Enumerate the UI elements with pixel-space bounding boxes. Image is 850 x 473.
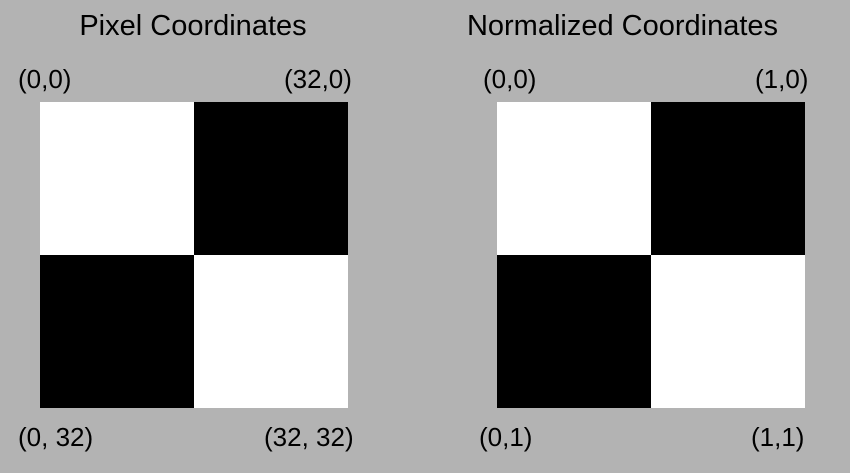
normalized-bottom-left-label: (0,1) bbox=[479, 422, 533, 452]
pixel-bottom-right-label: (32, 32) bbox=[264, 422, 354, 452]
checker-cell-top-right bbox=[651, 102, 805, 255]
checker-cell-top-left bbox=[497, 102, 651, 255]
checker-cell-bottom-left bbox=[40, 255, 194, 408]
normalized-top-right-label: (1,0) bbox=[755, 64, 809, 94]
checker-cell-top-left bbox=[40, 102, 194, 255]
checker-cell-top-right bbox=[194, 102, 348, 255]
pixel-top-right-label: (32,0) bbox=[284, 64, 352, 94]
pixel-checkerboard bbox=[40, 102, 348, 408]
pixel-top-left-label: (0,0) bbox=[18, 64, 72, 94]
pixel-panel-title: Pixel Coordinates bbox=[79, 10, 307, 42]
pixel-bottom-left-label: (0, 32) bbox=[18, 422, 94, 452]
normalized-bottom-right-label: (1,1) bbox=[751, 422, 805, 452]
pixel-coordinates-panel: Pixel Coordinates (0,0) (32,0) (0, 32) (… bbox=[18, 10, 354, 452]
normalized-checkerboard bbox=[497, 102, 805, 408]
normalized-top-left-label: (0,0) bbox=[483, 64, 537, 94]
checker-cell-bottom-left bbox=[497, 255, 651, 408]
normalized-coordinates-panel: Normalized Coordinates (0,0) (1,0) (0,1)… bbox=[425, 0, 850, 473]
normalized-panel-title: Normalized Coordinates bbox=[466, 10, 779, 42]
checker-cell-bottom-right bbox=[194, 255, 348, 408]
checker-cell-bottom-right bbox=[651, 255, 805, 408]
